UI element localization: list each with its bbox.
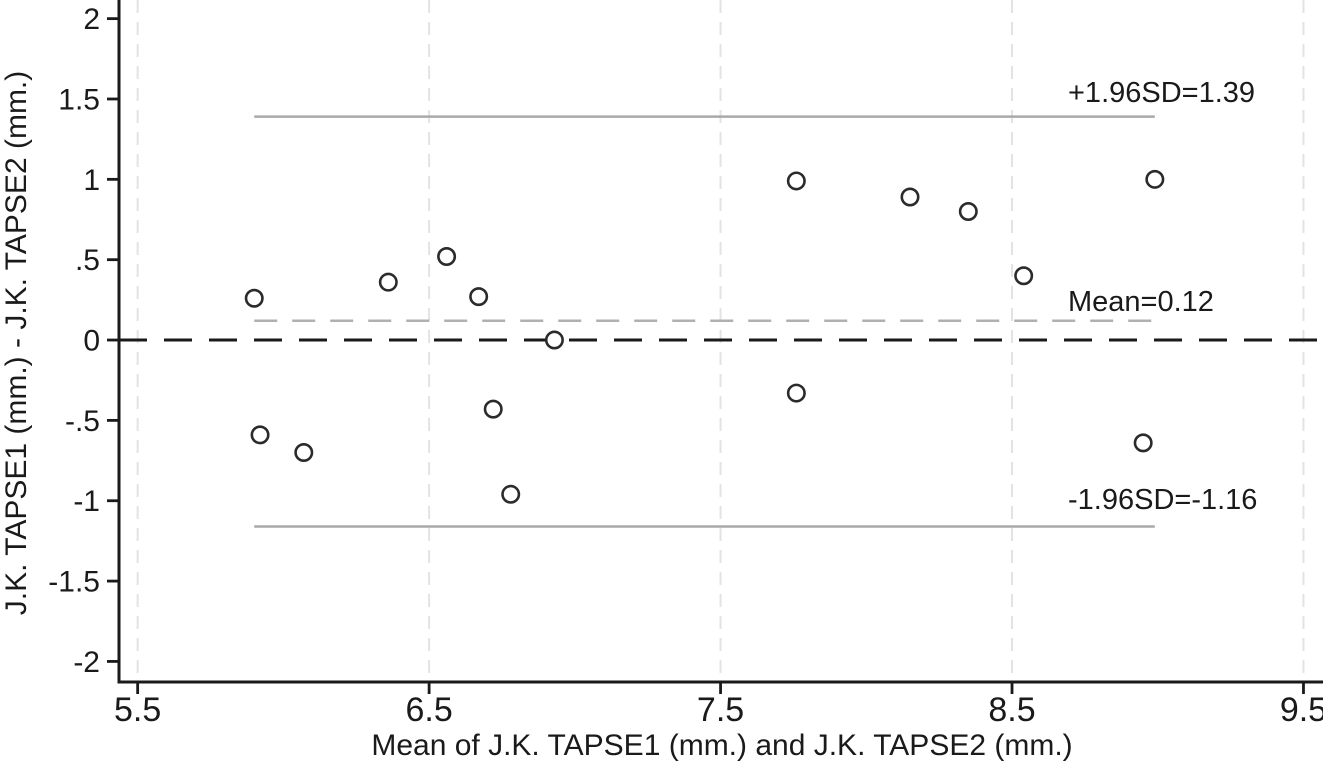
data-point: [469, 287, 489, 307]
upper-loa-label: +1.96SD=1.39: [1068, 77, 1256, 109]
x-tick-label: 5.5: [114, 691, 161, 729]
data-point: [958, 201, 978, 221]
y-tick-label: 1.5: [58, 83, 100, 116]
y-tick-label: 1: [83, 164, 100, 197]
x-tick-label: 7.5: [697, 691, 744, 729]
x-axis-title: Mean of J.K. TAPSE1 (mm.) and J.K. TAPSE…: [371, 729, 1073, 762]
data-point: [378, 272, 398, 292]
data-point: [900, 187, 920, 207]
x-tick-label: 6.5: [405, 691, 452, 729]
data-point: [1014, 266, 1034, 286]
data-point: [1145, 169, 1165, 189]
y-tick-label: 2: [83, 3, 100, 36]
y-tick-label: -2: [73, 646, 100, 679]
data-point: [501, 484, 521, 504]
x-tick-label: 9.5: [1280, 691, 1323, 729]
data-point: [250, 425, 270, 445]
y-tick-label: -.5: [65, 405, 100, 438]
y-axis-title: J.K. TAPSE1 (mm.) - J.K. TAPSE2 (mm.): [0, 70, 33, 616]
x-tick-label: 8.5: [988, 691, 1035, 729]
data-point: [483, 399, 503, 419]
data-point: [437, 246, 457, 266]
y-tick-label: 0: [83, 325, 100, 358]
data-point: [244, 288, 264, 308]
y-tick-label: -1.5: [48, 566, 100, 599]
data-point: [786, 383, 806, 403]
mean-line-label: Mean=0.12: [1068, 286, 1214, 318]
data-point: [544, 330, 564, 350]
data-point: [786, 171, 806, 191]
y-tick-label: .5: [75, 244, 100, 277]
data-point: [1133, 433, 1153, 453]
lower-loa-label: -1.96SD=-1.16: [1068, 484, 1258, 516]
data-point: [294, 443, 314, 463]
y-tick-label: -1: [73, 485, 100, 518]
